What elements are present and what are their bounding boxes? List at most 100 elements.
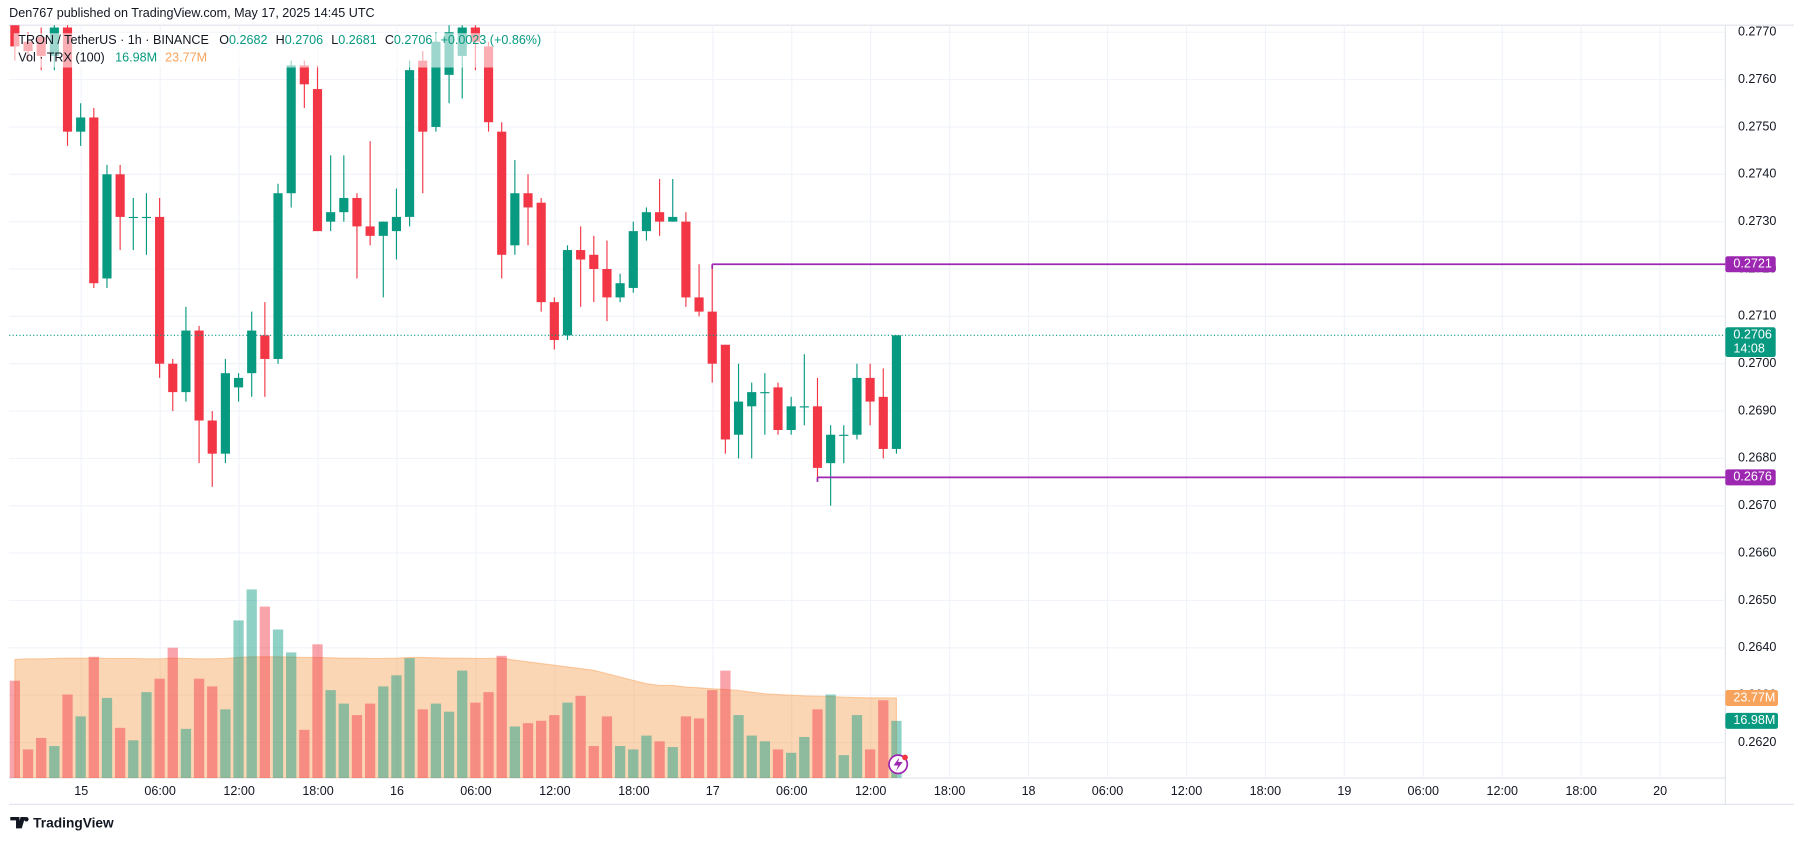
y-tick-label: 0.2670 xyxy=(1738,498,1776,512)
ohlc-key: O xyxy=(219,34,229,48)
volume-bar xyxy=(680,716,692,779)
candle-body xyxy=(233,377,244,388)
candle-body xyxy=(865,377,875,402)
candle-body xyxy=(668,216,678,222)
candle-body xyxy=(181,330,191,393)
volume-bar xyxy=(496,655,507,779)
candle-body xyxy=(536,202,546,303)
candle-body xyxy=(615,283,625,298)
volume-bar xyxy=(838,755,849,779)
volume-bar xyxy=(575,695,586,779)
volume-bar xyxy=(62,694,73,779)
icon-dot[interactable] xyxy=(902,754,908,761)
candle-body xyxy=(812,406,823,468)
footer: TradingView xyxy=(33,815,114,830)
volume-bar xyxy=(457,670,468,779)
volume-bar xyxy=(417,709,428,779)
y-tick-label: 0.2740 xyxy=(1738,167,1776,181)
volume-bar xyxy=(193,678,205,779)
candle-body xyxy=(707,311,717,364)
candle-body xyxy=(641,212,652,232)
volume-bar xyxy=(378,686,389,779)
volume-bar xyxy=(404,658,415,779)
candle-body xyxy=(141,216,152,219)
volume-ma-value: 23.77M xyxy=(165,51,207,65)
x-tick-label: 12:00 xyxy=(539,784,570,798)
candle-body xyxy=(168,363,178,393)
volume-bar xyxy=(272,629,284,779)
x-tick-label: 18:00 xyxy=(302,784,333,798)
volume-bar xyxy=(549,715,560,779)
candle-body xyxy=(155,216,165,364)
volume-bar xyxy=(786,752,797,779)
candle-body xyxy=(826,434,836,464)
volume-bar xyxy=(101,697,113,779)
level-badge-label: 0.2676 xyxy=(1733,470,1771,484)
x-tick-label: 18:00 xyxy=(934,784,965,798)
volume-badge xyxy=(1725,689,1778,706)
ohlc-value: 0.2681 xyxy=(338,34,376,48)
candle-body xyxy=(799,406,809,408)
candle-body xyxy=(102,174,112,279)
volume-bar xyxy=(22,749,34,779)
volume-bar xyxy=(443,711,455,779)
ohlc-value: 0.2706 xyxy=(285,34,323,48)
lightning-icon[interactable] xyxy=(888,754,909,775)
x-tick-label: 15 xyxy=(74,784,88,798)
candle-body xyxy=(76,117,86,132)
x-tick-label: 12:00 xyxy=(855,784,886,798)
x-tick-label: 12:00 xyxy=(223,784,254,798)
volume-bar xyxy=(154,678,165,779)
volume-bar xyxy=(141,692,152,779)
y-tick-label: 0.2700 xyxy=(1738,356,1776,370)
y-tick-label: 0.2730 xyxy=(1738,214,1776,228)
volume-bar xyxy=(220,709,231,779)
price-badge-label: 0.2706 xyxy=(1733,328,1771,342)
volume-bar xyxy=(562,702,573,779)
volume-name: Vol · TRX (100) xyxy=(18,51,104,65)
candle-body xyxy=(497,131,507,255)
volume-bar xyxy=(259,606,271,779)
volume-bar xyxy=(36,737,47,779)
candle-body xyxy=(602,268,612,298)
candle-body xyxy=(655,212,665,222)
ohlc-key: C xyxy=(385,34,394,48)
volume-value: 16.98M xyxy=(115,51,157,65)
candle-body xyxy=(378,221,388,236)
candle-body xyxy=(694,297,704,312)
ohlc-value: 0.2682 xyxy=(229,34,267,48)
candle-body xyxy=(891,335,902,449)
volume-bar xyxy=(299,729,310,779)
header: Den767 published on TradingView.com, May… xyxy=(9,6,374,20)
x-tick-label: 06:00 xyxy=(1408,784,1439,798)
volume-bar xyxy=(588,746,599,779)
candle-body xyxy=(523,193,533,208)
candle-body xyxy=(326,212,336,222)
logo-mark xyxy=(10,816,26,829)
icon-bolt[interactable] xyxy=(893,757,903,772)
candle-body xyxy=(720,344,730,440)
candle-body xyxy=(483,46,494,123)
candle-body xyxy=(589,254,599,269)
volume-bar xyxy=(75,716,86,779)
ohlc-key: H xyxy=(276,34,285,48)
y-tick-label: 0.2620 xyxy=(1738,735,1776,749)
candle-body xyxy=(760,392,770,394)
volume-bar xyxy=(851,715,863,779)
candle-body xyxy=(312,89,323,232)
volume-bar xyxy=(114,727,126,779)
candle-body xyxy=(365,226,375,236)
volume-bar xyxy=(864,749,876,779)
candle-body xyxy=(207,420,217,454)
volume-bar xyxy=(167,647,178,779)
x-tick-label: 19 xyxy=(1337,784,1351,798)
x-tick-label: 06:00 xyxy=(1092,784,1123,798)
x-tick-label: 20 xyxy=(1653,784,1667,798)
candle-body xyxy=(260,335,270,359)
y-tick-label: 0.2680 xyxy=(1738,451,1776,465)
candle-body xyxy=(405,70,415,217)
level-badge xyxy=(1725,469,1776,486)
candle-body xyxy=(733,401,744,435)
ohlc-key: L xyxy=(331,34,338,48)
level-badge xyxy=(1725,256,1776,273)
